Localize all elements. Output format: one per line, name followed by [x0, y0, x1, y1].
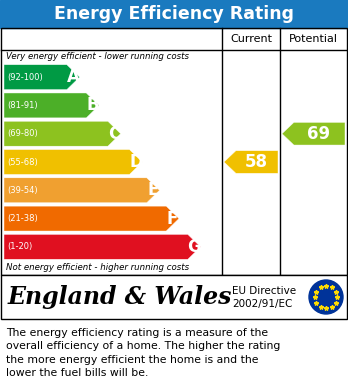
- Text: (69-80): (69-80): [7, 129, 38, 138]
- Polygon shape: [4, 65, 80, 90]
- Text: (81-91): (81-91): [7, 101, 38, 110]
- Polygon shape: [224, 151, 278, 173]
- Text: Energy Efficiency Rating: Energy Efficiency Rating: [54, 5, 294, 23]
- Text: The energy efficiency rating is a measure of the
overall efficiency of a home. T: The energy efficiency rating is a measur…: [6, 328, 280, 378]
- Text: F: F: [167, 210, 178, 228]
- Text: EU Directive: EU Directive: [232, 286, 296, 296]
- Circle shape: [309, 280, 343, 314]
- Text: (1-20): (1-20): [7, 242, 32, 251]
- Text: Not energy efficient - higher running costs: Not energy efficient - higher running co…: [6, 264, 189, 273]
- Text: 69: 69: [307, 125, 330, 143]
- Text: (39-54): (39-54): [7, 186, 38, 195]
- Polygon shape: [4, 149, 142, 174]
- Text: (21-38): (21-38): [7, 214, 38, 223]
- Polygon shape: [4, 93, 99, 118]
- Text: E: E: [148, 181, 159, 199]
- Text: Very energy efficient - lower running costs: Very energy efficient - lower running co…: [6, 52, 189, 61]
- Text: (55-68): (55-68): [7, 158, 38, 167]
- Text: A: A: [67, 68, 80, 86]
- Text: Potential: Potential: [289, 34, 338, 44]
- Text: 2002/91/EC: 2002/91/EC: [232, 299, 292, 309]
- Text: D: D: [129, 153, 143, 171]
- Polygon shape: [4, 178, 159, 203]
- Text: G: G: [187, 238, 201, 256]
- Text: England & Wales: England & Wales: [8, 285, 232, 309]
- Polygon shape: [282, 122, 345, 145]
- Text: Current: Current: [230, 34, 272, 44]
- Polygon shape: [4, 206, 179, 231]
- Polygon shape: [4, 121, 121, 146]
- Text: B: B: [86, 97, 99, 115]
- Text: (92-100): (92-100): [7, 73, 43, 82]
- Bar: [1, 275, 347, 319]
- Bar: [0, 0, 348, 28]
- Bar: [1, 28, 347, 275]
- Text: 58: 58: [244, 153, 268, 171]
- Text: C: C: [108, 125, 120, 143]
- Polygon shape: [4, 235, 200, 259]
